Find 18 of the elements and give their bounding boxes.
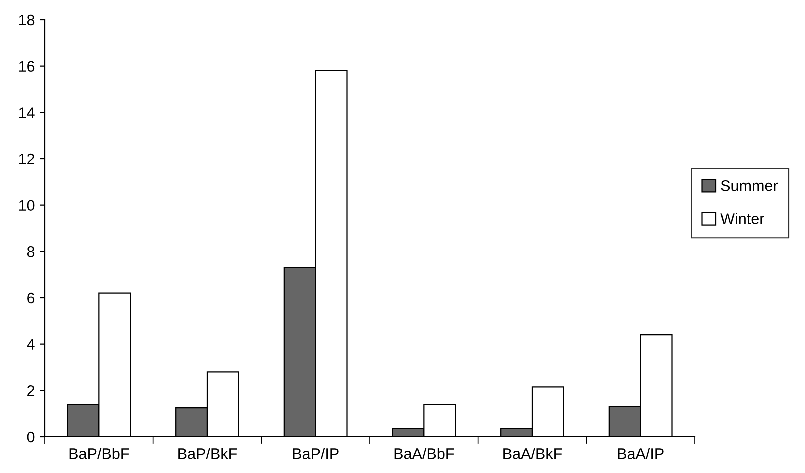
y-tick-label: 12 [19, 154, 35, 165]
y-tick-label: 18 [19, 14, 35, 26]
y-tick-label: 4 [27, 339, 35, 350]
x-tick-label: BaP/IP [293, 448, 339, 460]
y-tick-label: 10 [19, 200, 35, 212]
x-tick-label: BaP/BkF [178, 448, 238, 460]
y-tick-label: 8 [27, 246, 35, 258]
y-tick-label: 16 [19, 61, 35, 72]
x-tick-label: BaP/BbF [70, 448, 130, 460]
y-tick-label: 14 [19, 108, 35, 118]
legend-label: Winter [720, 213, 764, 224]
legend-label: Summer [721, 180, 778, 192]
x-tick-label: BaA/IP [618, 448, 664, 460]
y-tick-label: 2 [28, 386, 35, 396]
y-tick-label: 6 [28, 292, 35, 304]
x-tick-label: BaA/BbF [394, 448, 454, 460]
x-tick-label: BaA/BkF [504, 448, 562, 460]
y-tick-label: 0 [27, 432, 35, 443]
